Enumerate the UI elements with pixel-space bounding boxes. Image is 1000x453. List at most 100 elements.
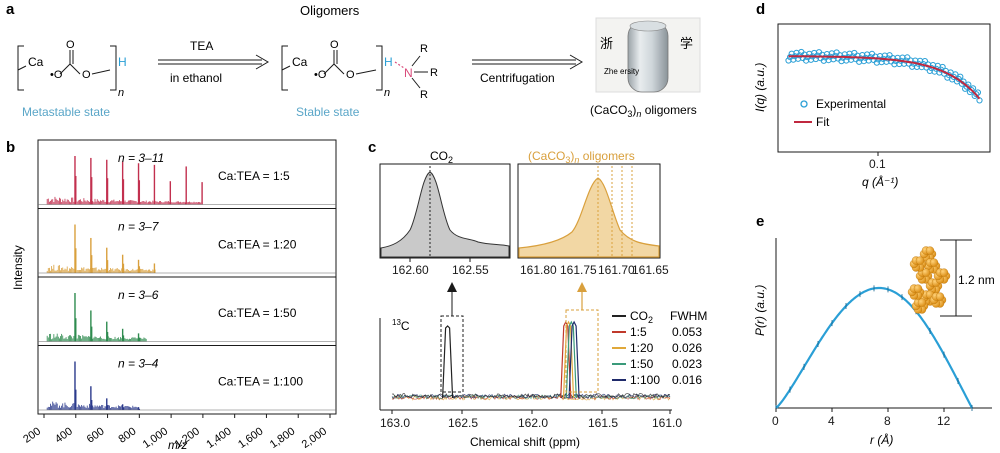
- b-spectrum-0: [38, 156, 336, 205]
- b-spectrum-1: [38, 224, 336, 274]
- panel-a: a Oligomers Ca •O O O H n Metastable sta…: [6, 1, 701, 119]
- photo-text-left: 浙: [600, 36, 613, 51]
- panel-label-e: e: [756, 213, 764, 230]
- c-xtick-4: 161.0: [652, 416, 682, 430]
- d-exp-point: [939, 63, 946, 71]
- stable-label: Stable state: [296, 105, 360, 119]
- d-xtick: 0.1: [869, 157, 886, 171]
- d-exp-point: [921, 58, 929, 65]
- nucleus-label: 13C: [392, 318, 410, 333]
- d-plot: [785, 48, 983, 104]
- inset-co2-ticks: 162.60 162.55: [392, 258, 489, 277]
- b-spectra: n = 3–11 Ca:TEA = 1:5 n = 3–7 Ca:TEA = 1:20…: [38, 151, 336, 411]
- c-xlabel: Chemical shift (ppm): [470, 435, 580, 449]
- c-noise-trace: [391, 393, 671, 400]
- c-xtick-3: 161.5: [588, 416, 618, 430]
- panel-d: d I(q) (a.u.) 0.1 q (Å⁻¹) Experimental F…: [753, 1, 991, 189]
- inset-olig-guides: [597, 166, 633, 257]
- inset-co2-peak: [380, 171, 510, 258]
- c-legend-label-0: CO2: [630, 309, 653, 325]
- inset-olig-peak: [518, 177, 660, 258]
- b-n-range-1: n = 3–7: [118, 220, 160, 234]
- e-xticks: 0 4 8 12: [772, 408, 951, 428]
- inset-olig-title: (CaCO3)n oligomers: [528, 149, 635, 165]
- ca-atom-left: Ca: [28, 55, 44, 69]
- e-xtick-1: 4: [828, 414, 835, 428]
- d-exp-point: [957, 73, 964, 80]
- b-ratio-1: Ca:TEA = 1:20: [218, 238, 297, 252]
- panel-label-d: d: [756, 1, 765, 18]
- c-xtick-2: 162.0: [518, 416, 548, 430]
- panel-label-b: b: [6, 139, 15, 156]
- c-legend-label-3: 1:50: [630, 357, 654, 371]
- d-plot-frame: [777, 23, 991, 153]
- inset-olig-ticks: 161.80 161.75 161.70 161.65: [520, 263, 669, 277]
- metastable-label: Metastable state: [22, 105, 110, 119]
- r-group-bottom: R: [420, 89, 428, 101]
- c-xtick-1: 162.5: [448, 416, 478, 430]
- b-spectrum-3: [38, 361, 336, 411]
- inset-left-tick-0: 162.60: [392, 263, 429, 277]
- b-ylabel: Intensity: [11, 245, 25, 290]
- inset-right-tick-1: 161.75: [560, 263, 597, 277]
- panel-label-c: c: [368, 139, 376, 156]
- svg-text:O: O: [66, 39, 75, 51]
- co2-zoom-box: [440, 315, 464, 393]
- c-legend-header: FWHM: [670, 309, 707, 323]
- inset-right-tick-0: 161.80: [520, 263, 557, 277]
- c-legend-fwhm-1: 0.053: [672, 325, 702, 339]
- svg-text:•O: •O: [314, 69, 327, 81]
- photo-text-right: 学: [680, 36, 693, 51]
- svg-text:O: O: [330, 39, 339, 51]
- inset-right-tick-3: 161.65: [632, 263, 669, 277]
- olig-zoom-box: [565, 309, 599, 393]
- c-legend-label-1: 1:5: [630, 325, 647, 339]
- c-co2-peak: [442, 325, 454, 399]
- panel-e: e P(r) (a.u.) 0 4 8 12 r (Å) 1.2 nm: [753, 213, 995, 447]
- e-xtick-2: 8: [884, 414, 891, 428]
- d-xlabel: q (Å⁻¹): [862, 174, 898, 189]
- b-xtick-9: 2,000: [300, 425, 329, 451]
- c-legend-label-4: 1:100: [630, 373, 660, 387]
- b-n-range-3: n = 3–4: [118, 357, 159, 371]
- b-ratio-2: Ca:TEA = 1:50: [218, 306, 297, 320]
- r-group-top: R: [420, 43, 428, 55]
- centrifugation-label: Centrifugation: [480, 71, 555, 85]
- b-ratio-0: Ca:TEA = 1:5: [218, 169, 290, 183]
- c-xticks: 163.0 162.5 162.0 161.5 161.0: [380, 410, 682, 430]
- d-fit-line: [788, 55, 981, 100]
- b-xtick-0: 200: [21, 425, 43, 445]
- b-n-range-0: n = 3–11: [118, 151, 164, 165]
- ca-atom-right: Ca: [292, 55, 308, 69]
- inset-co2-title: CO2: [430, 149, 453, 165]
- inset-right-tick-2: 161.70: [598, 263, 635, 277]
- svg-text:•O: •O: [50, 69, 63, 81]
- panel-c: c CO2 162.60 162.55 (CaCO3)n oligomers 1…: [368, 139, 707, 449]
- metastable-structure: Ca •O O O H n Metastable state: [17, 39, 127, 119]
- c-oligomer-peak-3: [568, 320, 580, 399]
- n-subscript-right: n: [384, 87, 390, 99]
- svg-text:O: O: [346, 69, 355, 81]
- product-photo: 浙 学 Zhe ersity: [595, 17, 701, 93]
- panel-b: b Intensity n = 3–11 Ca:TEA = 1:5 n = 3–7 C…: [6, 139, 337, 452]
- particle-model-icon: [907, 246, 951, 314]
- d-exp-point: [968, 87, 975, 94]
- n-subscript-left: n: [118, 87, 124, 99]
- e-xtick-0: 0: [772, 414, 779, 428]
- b-xtick-6: 1,400: [204, 425, 233, 451]
- inset-co2-frame: [379, 163, 511, 259]
- size-label: 1.2 nm: [958, 273, 995, 287]
- centrifugation-arrow: Centrifugation: [472, 54, 583, 85]
- c-legend-fwhm-3: 0.023: [672, 357, 702, 371]
- oligomers-label: Oligomers: [300, 3, 360, 18]
- inset-olig-frame: [517, 163, 661, 259]
- c-legend-label-2: 1:20: [630, 341, 654, 355]
- b-ratio-3: Ca:TEA = 1:100: [218, 375, 303, 389]
- photo-text-mid: Zhe ersity: [604, 67, 639, 76]
- svg-text:O: O: [82, 69, 91, 81]
- h-atom-right: H: [384, 55, 393, 69]
- c-noise-trace: [391, 392, 670, 399]
- d-exp-point: [973, 91, 980, 98]
- e-xlabel: r (Å): [870, 432, 893, 447]
- e-xtick-3: 12: [937, 414, 951, 428]
